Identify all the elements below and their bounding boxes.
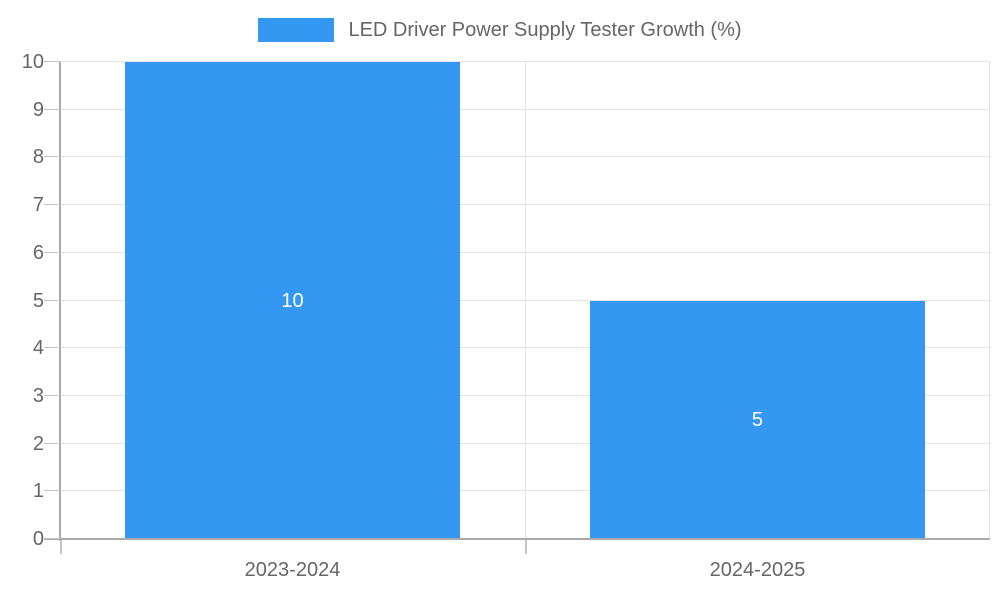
- y-axis-tick-label: 0: [32, 528, 44, 550]
- bar-value-label: 5: [751, 408, 764, 431]
- y-axis-tick-label: 3: [32, 384, 44, 407]
- y-axis-tick-label: 10: [21, 51, 44, 73]
- bar-value-label: 10: [281, 289, 304, 312]
- x-axis-tick-label: 2024-2025: [709, 559, 806, 581]
- x-axis-tick-label: 2023-2024: [244, 559, 341, 581]
- bar[interactable]: 5: [590, 300, 925, 539]
- legend-item-led-driver-growth[interactable]: LED Driver Power Supply Tester Growth (%…: [258, 18, 742, 42]
- y-axis-tick-mark: [44, 490, 60, 492]
- y-axis-tick-mark: [44, 299, 60, 301]
- y-axis-tick-mark: [44, 204, 60, 206]
- y-axis-tick-mark: [44, 538, 60, 539]
- y-axis-tick-label: 9: [32, 98, 44, 121]
- bar[interactable]: 10: [125, 62, 460, 539]
- y-axis-tick-label: 6: [32, 241, 44, 264]
- gridline-vertical-category-divider: [525, 62, 526, 539]
- y-axis-tick-label: 7: [32, 194, 44, 217]
- y-axis-tick-label: 5: [32, 289, 44, 312]
- legend-color-swatch-icon: [258, 18, 335, 42]
- plot-area: 10 5: [60, 61, 990, 539]
- chart-legend: LED Driver Power Supply Tester Growth (%…: [0, 10, 1000, 50]
- y-axis-tick-label: 1: [32, 480, 44, 503]
- y-axis-tick-mark: [44, 251, 60, 253]
- gridline-horizontal: [60, 61, 990, 62]
- x-axis-line: [44, 538, 990, 540]
- legend-item-label: LED Driver Power Supply Tester Growth (%…: [348, 19, 742, 41]
- plot-right-border: [989, 62, 990, 539]
- y-axis-tick-mark: [44, 394, 60, 396]
- x-axis-tick-mark: [525, 540, 527, 554]
- y-axis-tick-label: 4: [32, 337, 44, 360]
- y-axis-line: [59, 62, 61, 541]
- y-axis-tick-mark: [44, 347, 60, 349]
- y-axis-tick-mark: [44, 108, 60, 110]
- x-axis-tick-mark-origin: [60, 540, 62, 554]
- y-axis-tick-mark: [44, 442, 60, 444]
- y-axis-tick-mark: [44, 61, 60, 62]
- y-axis-tick-mark: [44, 156, 60, 158]
- y-axis-tick-label: 2: [32, 432, 44, 455]
- y-axis-tick-label: 8: [32, 146, 44, 169]
